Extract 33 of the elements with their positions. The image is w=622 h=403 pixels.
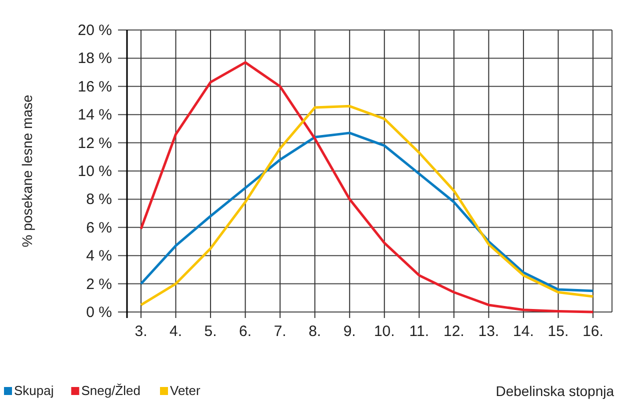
y-tick-label: 6 % <box>86 219 112 236</box>
x-tick-label: 6. <box>239 323 252 340</box>
y-tick-label: 18 % <box>78 50 112 68</box>
x-tick-label: 7. <box>274 323 286 340</box>
x-tick-label: 4. <box>170 323 182 340</box>
line-series <box>140 104 594 306</box>
y-tick-label: 4 % <box>86 248 112 265</box>
y-tick-label: 8 % <box>86 191 112 208</box>
y-tick-label: 20 % <box>78 22 112 39</box>
x-tick-label: 10. <box>374 323 395 340</box>
y-tick-label: 10 % <box>78 163 112 180</box>
x-tick-label: 14. <box>513 323 534 340</box>
x-tick-label: 9. <box>343 323 356 340</box>
y-tick-label: 0 % <box>86 304 112 321</box>
line-series <box>140 132 594 292</box>
x-tick-label: 15. <box>548 323 569 340</box>
x-tick-label: 5. <box>204 323 217 340</box>
x-axis-title: Debelinska stopnja <box>496 383 614 399</box>
y-tick-label: 12 % <box>78 134 112 152</box>
x-tick-label: 13. <box>478 323 500 340</box>
y-tick-label: 16 % <box>78 78 112 96</box>
y-axis-title: % posekane lesne mase <box>19 94 35 248</box>
legend-label: Veter <box>170 383 202 398</box>
x-tick-label: 16. <box>582 323 604 340</box>
legend-label: Skupaj <box>14 383 54 398</box>
x-tick-label: 3. <box>134 323 148 340</box>
x-tick-label: 8. <box>308 323 322 340</box>
x-tick-label: 12. <box>443 323 464 340</box>
line-series <box>140 61 594 314</box>
x-tick-label: 11. <box>409 323 430 340</box>
y-tick-label: 2 % <box>86 276 112 293</box>
y-tick-label: 14 % <box>78 106 112 124</box>
legend-label: Sneg/Žled <box>81 383 140 398</box>
